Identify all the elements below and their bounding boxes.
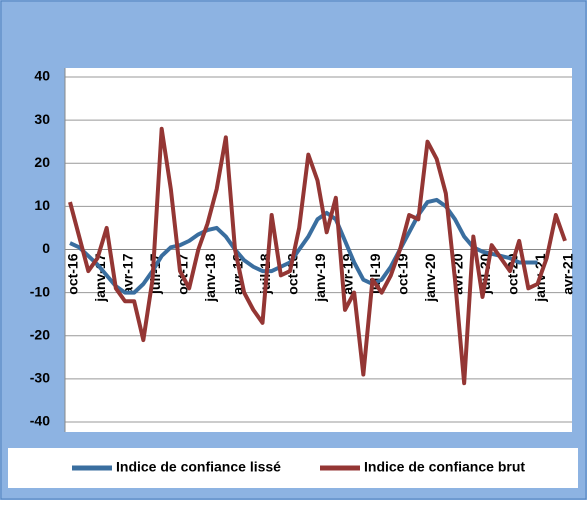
y-tick-label: -40 (30, 413, 50, 429)
x-tick-label: oct-20 (505, 253, 521, 294)
y-tick-label: -30 (30, 370, 50, 386)
x-tick-label: oct-19 (395, 253, 411, 294)
y-tick-label: -10 (30, 283, 50, 299)
x-tick-label: oct-16 (65, 253, 81, 294)
y-tick-label: 20 (34, 154, 50, 170)
series-line (69, 197, 538, 295)
legend-label: Indice de confiance brut (364, 459, 525, 475)
x-tick-label: avr-21 (560, 253, 576, 294)
y-tick-label: 40 (34, 68, 50, 84)
x-tick-label: janv-19 (312, 253, 328, 302)
x-tick-label: janv-20 (422, 253, 438, 302)
y-tick-label: 30 (34, 111, 50, 127)
x-tick-label: janv-18 (202, 253, 218, 302)
legend-label: Indice de confiance lissé (116, 459, 281, 475)
series-line (68, 126, 567, 386)
y-tick-label: 0 (42, 240, 50, 256)
x-tick-label: avr-17 (120, 253, 136, 294)
y-tick-label: 10 (34, 197, 50, 213)
y-tick-label: -20 (30, 326, 50, 342)
